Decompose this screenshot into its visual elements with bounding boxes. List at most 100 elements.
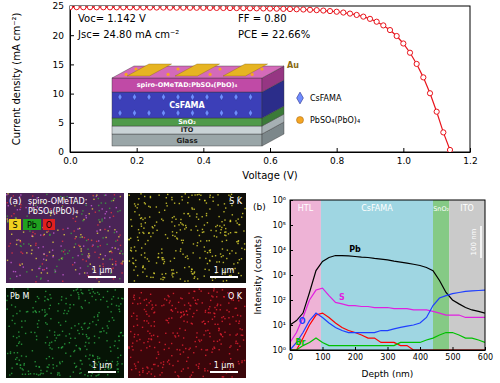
map-pixel — [180, 297, 181, 298]
map-pixel — [13, 336, 14, 337]
map-pixel — [70, 355, 71, 356]
map-pixel — [222, 255, 223, 256]
map-pixel — [208, 269, 209, 270]
tick: 500 — [445, 347, 460, 362]
map-pixel — [36, 258, 37, 259]
map-pixel — [145, 311, 146, 312]
map-pixel — [218, 349, 219, 350]
map-pixel — [25, 374, 26, 375]
map-pixel — [142, 372, 143, 373]
map-pixel — [79, 373, 80, 374]
map-pixel — [31, 269, 32, 270]
map-pixel — [241, 334, 242, 335]
axis: 0.00.20.40.60.81.01.2 — [63, 148, 477, 166]
map-pixel — [137, 237, 138, 238]
map-pixel — [212, 280, 213, 281]
map-pixel — [181, 196, 182, 197]
map-pixel — [244, 360, 245, 361]
map-pixel — [155, 304, 156, 305]
map-pixel — [36, 339, 37, 340]
map-pixel — [20, 246, 21, 247]
map-pixel — [183, 337, 184, 338]
map-pixel — [149, 216, 150, 217]
map-pixel — [82, 236, 83, 237]
map-pixel — [169, 300, 170, 301]
map-pixel — [101, 218, 102, 219]
y-axis-title: Current density (mA cm⁻²) — [11, 13, 22, 146]
map-pixel — [177, 311, 178, 312]
map-pixel — [138, 229, 139, 230]
map-pixel — [146, 299, 147, 300]
map-pixel — [167, 320, 168, 321]
map-pixel — [46, 259, 47, 260]
map-pixel — [97, 314, 98, 315]
map-pixel — [202, 321, 203, 322]
map-pixel — [217, 204, 218, 205]
map-pixel — [133, 326, 134, 327]
tick: 15 — [53, 60, 74, 70]
map-pixel — [188, 293, 189, 294]
map-pixel — [210, 252, 211, 253]
map-pixel — [117, 357, 118, 358]
map-pixel — [80, 360, 81, 361]
map-pixel — [198, 219, 199, 220]
map-pixel — [143, 342, 144, 343]
map-pixel — [167, 194, 168, 195]
map-pixel — [27, 311, 28, 312]
map-pixel — [135, 260, 136, 261]
map-pixel — [79, 333, 80, 334]
map-pixel — [205, 310, 206, 311]
map-pixel — [78, 245, 79, 246]
map-pixel — [44, 315, 45, 316]
jv-marker — [427, 91, 432, 96]
map-pixel — [49, 356, 50, 357]
axis: 10⁰10¹10²10³10⁴10⁵10⁶ — [273, 196, 293, 355]
map-pixel — [187, 280, 188, 281]
map-pixel — [100, 229, 101, 230]
map-pixel — [160, 278, 161, 279]
map-pixel — [35, 243, 36, 244]
csfama-diamond — [161, 110, 165, 117]
map-pixel — [130, 219, 131, 220]
map-pixel — [162, 279, 163, 280]
map-pixel — [60, 245, 61, 246]
map-pixel — [16, 363, 17, 364]
map-pixel — [140, 223, 141, 224]
csfama-diamond — [132, 94, 136, 101]
map-pixel — [238, 323, 239, 324]
map-pixel — [244, 306, 245, 307]
axis-line — [70, 7, 71, 153]
series-label: O — [299, 317, 306, 326]
map-pixel — [30, 373, 31, 374]
map-pixel — [84, 323, 85, 324]
map-pixel — [64, 234, 65, 235]
map-pixel — [111, 252, 112, 253]
map-pixel — [44, 234, 45, 235]
map-pixel — [65, 321, 66, 322]
map-pixel — [58, 347, 59, 348]
map-pixel — [75, 269, 76, 270]
map-pixel — [232, 316, 233, 317]
map-pixel — [177, 375, 178, 376]
map-pixel — [215, 255, 216, 256]
map-pixel — [93, 195, 94, 196]
map-pixel — [80, 267, 81, 268]
map-pixel — [212, 197, 213, 198]
map-pixel — [151, 304, 152, 305]
map-pixel — [204, 200, 205, 201]
map-pixel — [114, 247, 115, 248]
map-pixel — [149, 346, 150, 347]
map-pixel — [47, 298, 48, 299]
map-pixel — [186, 227, 187, 228]
map-pixel — [187, 314, 188, 315]
jv-marker — [414, 61, 419, 66]
map-pixel — [102, 328, 103, 329]
map-pixel — [89, 255, 90, 256]
map-pixel — [91, 205, 92, 206]
map-pixel — [142, 267, 143, 268]
map-pixel — [209, 312, 210, 313]
map-pixel — [30, 332, 31, 333]
tick-label: 15 — [53, 60, 64, 70]
map-pixel — [134, 203, 135, 204]
map-pixel — [133, 263, 134, 264]
